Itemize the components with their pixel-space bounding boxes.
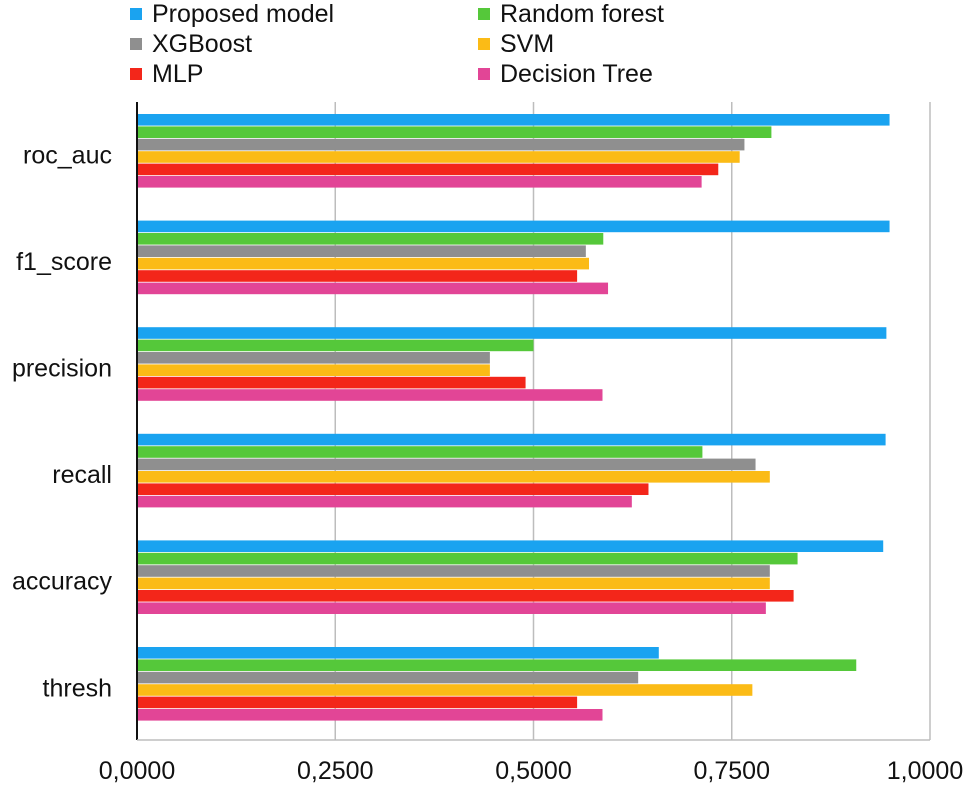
bar-f1-score-svm (137, 257, 590, 270)
legend-label-random-forest: Random forest (500, 0, 664, 28)
bar-accuracy-mlp (137, 590, 794, 602)
bar-thresh-mlp (137, 696, 578, 709)
bar-precision-decision-tree (137, 389, 603, 401)
legend-item-svm: SVM (478, 29, 554, 59)
legend-item-mlp: MLP (130, 59, 203, 89)
bar-f1-score-random-forest (137, 233, 604, 245)
legend-item-random-forest: Random forest (478, 0, 664, 29)
legend-label-mlp: MLP (152, 59, 204, 88)
category-label: roc_auc (23, 141, 112, 169)
x-tick-label: 1,0000 (887, 757, 963, 785)
bar-roc-auc-proposed-model (137, 114, 890, 126)
legend: Proposed model Random forest XGBoost SVM… (0, 0, 973, 95)
bar-f1-score-proposed-model (137, 220, 890, 233)
bar-roc-auc-decision-tree (137, 176, 702, 188)
legend-swatch-decision-tree (478, 68, 490, 80)
bar-accuracy-random-forest (137, 552, 798, 565)
bar-precision-proposed-model (137, 327, 887, 339)
bar-recall-mlp (137, 483, 649, 495)
bar-thresh-xgboost (137, 671, 639, 684)
category-label: f1_score (16, 248, 112, 276)
category-label: thresh (43, 674, 112, 702)
x-tick-label: 0,5000 (495, 757, 571, 785)
x-tick-label: 0,2500 (297, 757, 373, 785)
bar-recall-proposed-model (137, 433, 886, 446)
bar-f1-score-decision-tree (137, 282, 609, 295)
bar-roc-auc-mlp (137, 163, 719, 176)
bar-recall-decision-tree (137, 495, 632, 508)
x-tick-label: 0,0000 (99, 757, 175, 785)
legend-swatch-svm (478, 38, 490, 50)
bar-recall-random-forest (137, 446, 703, 458)
bar-roc-auc-random-forest (137, 126, 772, 138)
legend-item-proposed-model: Proposed model (130, 0, 334, 29)
category-label: recall (52, 461, 112, 489)
bar-recall-svm (137, 471, 770, 483)
bar-roc-auc-svm (137, 151, 740, 163)
legend-swatch-proposed-model (130, 8, 142, 20)
category-label: precision (12, 355, 112, 383)
bar-thresh-svm (137, 684, 753, 696)
bar-thresh-proposed-model (137, 647, 659, 659)
bar-accuracy-proposed-model (137, 540, 884, 552)
category-label: accuracy (12, 568, 113, 596)
bar-roc-auc-xgboost (137, 138, 745, 151)
bar-accuracy-decision-tree (137, 602, 766, 614)
bar-precision-xgboost (137, 352, 490, 364)
x-tick-label: 0,7500 (694, 757, 770, 785)
legend-label-decision-tree: Decision Tree (500, 59, 653, 88)
legend-item-decision-tree: Decision Tree (478, 59, 653, 89)
bar-accuracy-xgboost (137, 565, 770, 577)
bar-f1-score-mlp (137, 270, 578, 282)
legend-item-xgboost: XGBoost (130, 29, 252, 59)
legend-label-proposed-model: Proposed model (152, 0, 335, 28)
bar-precision-svm (137, 364, 490, 376)
bar-precision-mlp (137, 376, 526, 389)
bar-thresh-decision-tree (137, 709, 603, 721)
bar-f1-score-xgboost (137, 245, 586, 257)
legend-label-xgboost: XGBoost (152, 29, 253, 58)
bar-precision-random-forest (137, 339, 534, 352)
legend-swatch-random-forest (478, 8, 490, 20)
legend-label-svm: SVM (500, 29, 555, 58)
legend-swatch-xgboost (130, 38, 142, 50)
bar-accuracy-svm (137, 577, 770, 590)
legend-swatch-mlp (130, 68, 142, 80)
bar-recall-xgboost (137, 458, 756, 471)
bar-thresh-random-forest (137, 659, 857, 671)
